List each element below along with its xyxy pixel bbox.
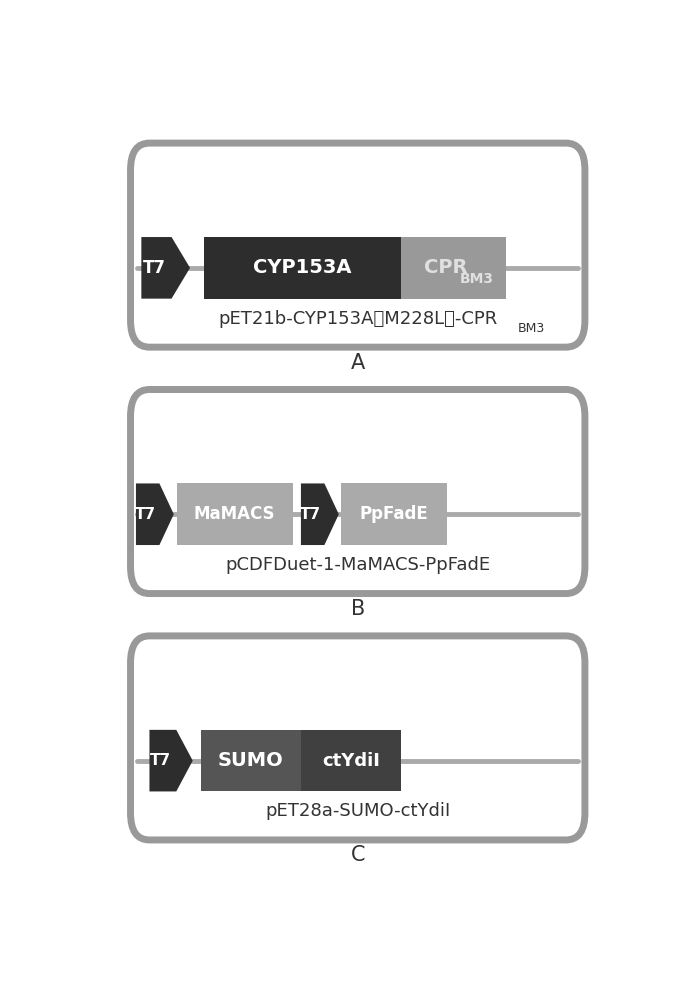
Text: T7: T7 (135, 507, 156, 522)
Bar (177, 483, 293, 545)
Text: T7: T7 (300, 507, 321, 522)
Text: T7: T7 (150, 753, 171, 768)
Text: pET28a-SUMO-ctYdiI: pET28a-SUMO-ctYdiI (265, 802, 450, 820)
Polygon shape (301, 483, 339, 545)
Polygon shape (149, 730, 193, 791)
Text: pCDFDuet-1-MaMACS-PpFadE: pCDFDuet-1-MaMACS-PpFadE (225, 556, 490, 574)
Text: BM3: BM3 (517, 322, 544, 335)
Text: T7: T7 (142, 259, 165, 277)
Text: pET21b-CYP153A（M228L）-CPR: pET21b-CYP153A（M228L）-CPR (218, 310, 498, 328)
Polygon shape (141, 237, 190, 299)
Bar (201, 730, 301, 791)
Text: B: B (350, 599, 365, 619)
Polygon shape (136, 483, 174, 545)
Bar (204, 237, 401, 299)
Text: CYP153A: CYP153A (253, 258, 352, 277)
Bar (401, 237, 507, 299)
Text: PpFadE: PpFadE (360, 505, 429, 523)
Text: CPR: CPR (424, 258, 467, 277)
Text: ctYdiI: ctYdiI (322, 752, 380, 770)
Text: MaMACS: MaMACS (194, 505, 276, 523)
Text: C: C (350, 845, 365, 865)
Text: SUMO: SUMO (218, 751, 284, 770)
Bar (301, 730, 401, 791)
Text: BM3: BM3 (460, 272, 493, 286)
Bar (341, 483, 447, 545)
Text: A: A (350, 353, 365, 373)
